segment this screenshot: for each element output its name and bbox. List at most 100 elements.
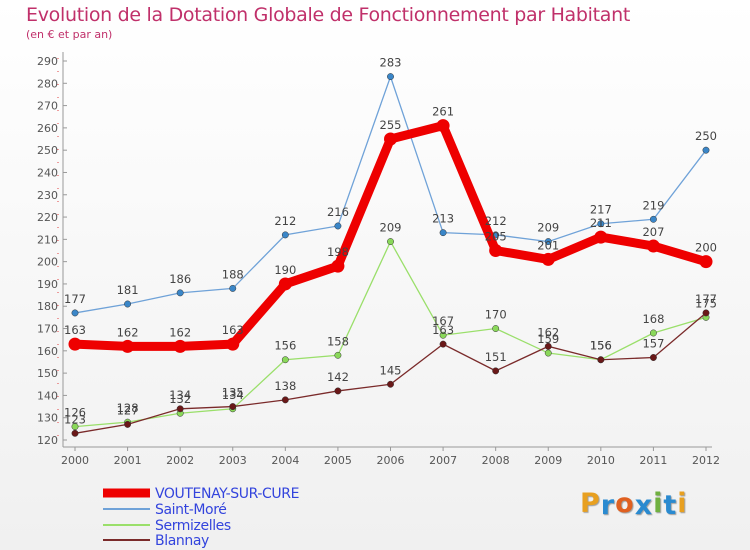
data-point <box>544 349 552 357</box>
data-label: 162 <box>169 325 191 339</box>
data-label: 135 <box>222 386 244 400</box>
data-point <box>594 230 608 244</box>
data-point <box>649 329 657 337</box>
data-point <box>544 342 552 350</box>
data-point <box>702 309 710 317</box>
data-point <box>229 403 237 411</box>
data-label: 190 <box>274 263 296 277</box>
data-point <box>71 309 79 317</box>
logo-letter: r <box>600 490 616 521</box>
y-tick-label: 120 <box>37 434 58 447</box>
logo-letter: t <box>663 490 678 521</box>
x-tick-label: 2011 <box>639 454 667 467</box>
data-point <box>71 423 79 431</box>
legend-label-voutenay-sur-cure: VOUTENAY-SUR-CURE <box>155 486 299 502</box>
data-point <box>489 244 503 257</box>
data-label: 181 <box>117 283 139 297</box>
logo-letter: o <box>615 488 635 519</box>
data-point <box>278 277 292 291</box>
data-label: 200 <box>695 241 717 255</box>
data-label: 177 <box>695 292 717 306</box>
data-point <box>492 367 500 375</box>
data-label: 250 <box>695 129 717 143</box>
data-label: 126 <box>64 406 86 420</box>
data-point <box>68 337 82 351</box>
data-label: 163 <box>432 323 454 337</box>
data-label: 162 <box>117 325 139 339</box>
data-point <box>492 325 500 332</box>
data-point <box>544 238 552 246</box>
data-label: 151 <box>485 350 507 364</box>
data-point <box>699 255 713 269</box>
y-tick-label: 140 <box>37 389 58 402</box>
data-point <box>281 356 289 364</box>
y-tick-label: 180 <box>37 300 58 313</box>
data-point <box>649 215 657 223</box>
data-label: 213 <box>432 212 454 226</box>
data-point <box>281 231 289 239</box>
data-label: 219 <box>642 198 664 212</box>
x-tick-label: 2004 <box>271 454 299 467</box>
y-tick-label: 260 <box>37 122 58 135</box>
data-point <box>597 220 605 228</box>
y-tick-label: 200 <box>37 256 58 269</box>
data-point <box>439 340 447 348</box>
x-tick-label: 2003 <box>219 454 247 467</box>
data-label: 159 <box>537 332 559 346</box>
logo-letter: i <box>653 488 664 519</box>
x-tick-label: 2012 <box>692 454 720 467</box>
data-label: 156 <box>590 339 612 353</box>
x-tick-label: 2000 <box>61 454 89 467</box>
data-point <box>387 380 394 388</box>
y-tick-label: 270 <box>37 100 58 113</box>
data-label: 127 <box>117 403 139 417</box>
data-label: 162 <box>537 325 559 339</box>
y-tick-label: 210 <box>37 233 58 246</box>
data-label: 157 <box>642 337 664 351</box>
chart-title: Evolution de la Dotation Globale de Fonc… <box>26 4 631 26</box>
y-tick-label: 280 <box>37 77 58 90</box>
data-point <box>281 396 289 404</box>
data-label: 205 <box>485 230 507 244</box>
data-label: 216 <box>327 205 349 219</box>
data-point <box>176 289 184 297</box>
data-point <box>387 238 394 246</box>
data-label: 156 <box>274 339 296 353</box>
logo-letter: P <box>580 488 601 519</box>
x-tick-label: 2010 <box>587 454 615 467</box>
data-label: 212 <box>274 214 296 228</box>
data-label: 201 <box>537 238 559 252</box>
data-label: 198 <box>327 245 349 259</box>
data-label: 138 <box>274 379 296 393</box>
data-point <box>439 331 447 339</box>
data-point <box>436 119 450 133</box>
data-label: 188 <box>222 267 244 281</box>
data-label: 209 <box>380 221 402 235</box>
data-point <box>124 420 132 428</box>
data-label: 217 <box>590 203 612 217</box>
data-point <box>334 387 342 395</box>
data-point <box>331 259 345 273</box>
data-point <box>384 132 397 146</box>
data-point <box>176 405 184 413</box>
data-point <box>541 252 555 266</box>
y-tick-label: 160 <box>37 345 58 358</box>
data-label: 177 <box>64 292 86 306</box>
data-point <box>121 339 135 353</box>
data-label: 145 <box>380 363 402 377</box>
data-label: 209 <box>537 221 559 235</box>
x-tick-label: 2007 <box>429 454 457 467</box>
data-point <box>71 429 79 437</box>
data-label: 134 <box>222 388 244 402</box>
data-point <box>173 339 187 353</box>
y-tick-label: 240 <box>37 166 58 179</box>
data-label: 212 <box>485 214 507 228</box>
data-label: 283 <box>380 56 402 70</box>
data-label: 168 <box>642 312 664 326</box>
series-line-voutenay-sur-cure <box>70 121 711 351</box>
x-tick-label: 2008 <box>482 454 510 467</box>
data-point <box>334 222 342 230</box>
legend-label-blannay: Blannay <box>155 533 209 549</box>
